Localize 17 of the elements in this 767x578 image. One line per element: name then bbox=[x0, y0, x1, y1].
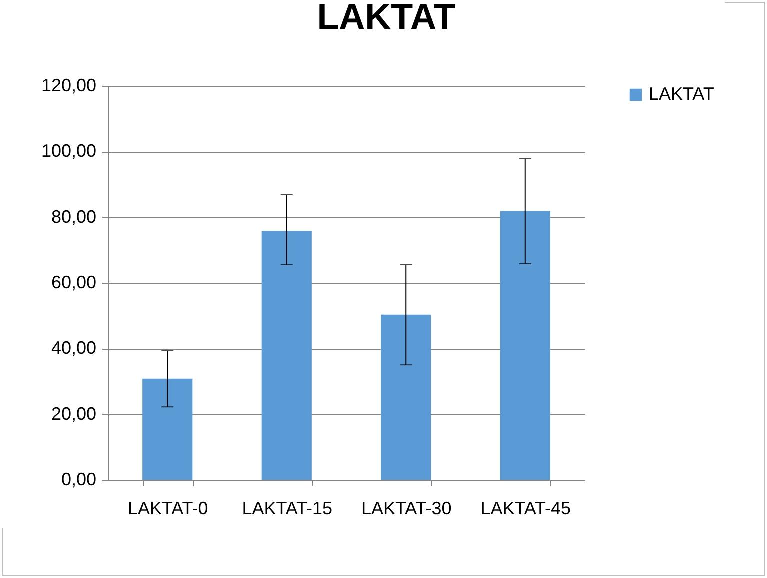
y-tick-label: 120,00 bbox=[41, 76, 96, 96]
x-tick-label: LAKTAT-15 bbox=[242, 498, 333, 518]
x-tick-label: LAKTAT-0 bbox=[128, 498, 208, 518]
y-tick-label: 0,00 bbox=[61, 470, 96, 490]
legend-label: LAKTAT bbox=[649, 84, 714, 104]
y-tick-label: 40,00 bbox=[51, 338, 96, 358]
bar bbox=[500, 211, 550, 480]
y-tick-label: 60,00 bbox=[51, 272, 96, 292]
x-tick-label: LAKTAT-30 bbox=[361, 498, 452, 518]
y-tick-label: 20,00 bbox=[51, 404, 96, 424]
bar bbox=[142, 378, 193, 480]
bar bbox=[262, 231, 312, 480]
chart-title: LAKTAT bbox=[317, 0, 456, 37]
x-tick-label: LAKTAT-45 bbox=[480, 498, 572, 518]
y-tick-label: 100,00 bbox=[41, 141, 96, 162]
y-tick-label: 80,00 bbox=[51, 206, 96, 227]
bar bbox=[381, 314, 432, 480]
